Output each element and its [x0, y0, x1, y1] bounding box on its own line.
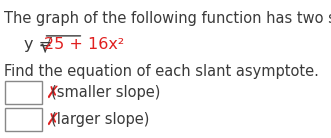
Text: 25 + 16x²: 25 + 16x² — [44, 37, 124, 52]
Text: (larger slope): (larger slope) — [51, 112, 149, 127]
FancyBboxPatch shape — [5, 81, 42, 104]
Text: Find the equation of each slant asymptote.: Find the equation of each slant asymptot… — [4, 64, 319, 79]
Text: (smaller slope): (smaller slope) — [51, 85, 161, 100]
Text: ✗: ✗ — [45, 111, 59, 129]
Text: ✗: ✗ — [45, 84, 59, 102]
Text: √: √ — [39, 37, 51, 56]
Text: y =: y = — [24, 37, 57, 52]
FancyBboxPatch shape — [5, 108, 42, 131]
Text: The graph of the following function has two slant asymptotes.: The graph of the following function has … — [4, 11, 331, 26]
